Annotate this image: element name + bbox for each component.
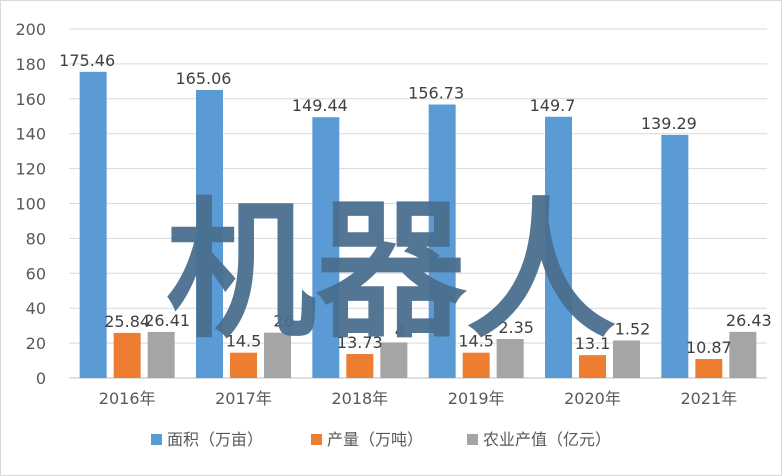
bar (264, 332, 291, 378)
bars (79, 71, 757, 378)
data-label: 14.5 (458, 332, 494, 351)
data-label: 1.52 (615, 319, 651, 338)
y-tick-label: 200 (15, 20, 46, 39)
y-tick-label: 140 (15, 125, 46, 144)
y-tick-label: 100 (15, 195, 46, 214)
x-tick-label: 2018年 (331, 389, 388, 408)
bar (346, 354, 374, 378)
bar (113, 332, 141, 378)
legend-swatch (467, 434, 478, 445)
bar (613, 340, 640, 378)
legend-label: 农业产值（亿元） (483, 430, 611, 449)
watermark-text: 机器人 (166, 185, 616, 359)
bar (79, 71, 107, 378)
y-tick-label: 0 (36, 369, 46, 388)
legend-label: 面积（万亩） (167, 430, 263, 449)
data-label: 26.41 (144, 311, 190, 330)
x-tick-label: 2019年 (448, 389, 505, 408)
x-tick-label: 2017年 (215, 389, 272, 408)
y-tick-label: 60 (26, 264, 46, 283)
legend: 面积（万亩） 产量（万吨） 农业产值（亿元） (151, 430, 611, 449)
y-tick-label: 160 (15, 90, 46, 109)
y-tick-label: 180 (15, 55, 46, 74)
data-label: 165.06 (176, 69, 232, 88)
data-label: 175.46 (59, 51, 115, 70)
bar (695, 359, 723, 378)
y-tick-label: 80 (26, 229, 46, 248)
data-label: 139.29 (641, 114, 697, 133)
gridlines (69, 28, 767, 379)
data-label: 149.44 (292, 96, 348, 115)
bar (661, 134, 689, 378)
data-label: 2.35 (498, 318, 534, 337)
data-label: 149.7 (530, 96, 576, 115)
bar (729, 331, 757, 378)
legend-swatch (311, 434, 322, 445)
legend-label: 产量（万吨） (327, 430, 423, 449)
x-tick-label: 2021年 (680, 389, 737, 408)
x-tick-label: 2016年 (99, 389, 156, 408)
axes: 0 20 40 60 80 100 120 140 160 180 200 2016年 2017年 201… (15, 20, 767, 408)
x-tick-label: 2020年 (564, 389, 621, 408)
data-label: 14.5 (226, 332, 262, 351)
data-label: 13.1 (575, 334, 611, 353)
y-tick-label: 20 (26, 334, 46, 353)
data-label: 26.43 (726, 311, 772, 330)
bar (462, 352, 490, 378)
y-tick-label: 120 (15, 160, 46, 179)
bar (428, 104, 456, 378)
bar (147, 331, 175, 378)
legend-swatch (151, 434, 162, 445)
bar (196, 89, 223, 378)
data-label: 156.73 (408, 84, 464, 103)
bar (312, 117, 340, 378)
data-label: 26 (273, 312, 293, 331)
data-label: 25.84 (104, 312, 150, 331)
bar (380, 342, 408, 378)
data-label: 13.73 (337, 333, 383, 352)
bar (545, 116, 572, 378)
bar (496, 338, 524, 378)
bar (579, 355, 606, 378)
data-label: 4 (395, 321, 405, 340)
bar (230, 352, 257, 378)
data-label: 10.87 (686, 338, 732, 357)
y-tick-label: 40 (26, 299, 46, 318)
